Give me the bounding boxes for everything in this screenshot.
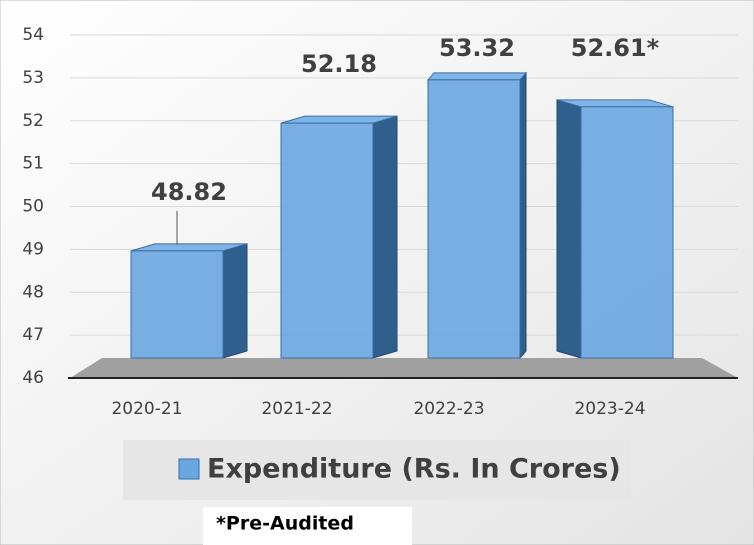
bar-top <box>426 72 528 81</box>
x-tick-label: 2021-22 <box>261 399 332 419</box>
bar-front <box>280 122 374 359</box>
y-tick-label: 54 <box>22 25 44 45</box>
legend-label: Expenditure (Rs. In Crores) <box>207 454 621 485</box>
value-label: 53.32 <box>439 34 515 62</box>
y-tick-label: 50 <box>22 197 44 217</box>
value-label: 52.18 <box>301 50 377 78</box>
y-tick-label: 51 <box>22 154 44 174</box>
note: *Pre-Audited <box>216 513 354 535</box>
y-tick-label: 52 <box>22 111 44 131</box>
y-tick-label: 47 <box>22 325 44 345</box>
legend-box <box>123 440 630 500</box>
bar-front <box>130 250 224 359</box>
legend-swatch <box>178 458 200 480</box>
floor <box>70 358 738 378</box>
x-tick-label: 2022-23 <box>413 399 484 419</box>
bar-side <box>519 71 527 360</box>
bar <box>280 115 398 359</box>
y-tick-label: 49 <box>22 239 44 259</box>
bar-side <box>556 99 582 359</box>
bar-front <box>580 106 674 359</box>
y-tick-label: 46 <box>22 368 44 388</box>
y-tick-label: 53 <box>22 68 44 88</box>
value-label: 48.82 <box>151 178 227 206</box>
bar-front <box>427 79 521 359</box>
bar-side <box>222 243 248 359</box>
x-tick-label: 2020-21 <box>111 399 182 419</box>
y-tick-label: 48 <box>22 282 44 302</box>
x-tick-label: 2023-24 <box>574 399 645 419</box>
bar-side <box>372 115 398 359</box>
value-label: 52.61* <box>571 34 660 62</box>
note-box <box>203 507 412 545</box>
bar <box>426 71 528 360</box>
bar <box>556 99 674 359</box>
bar <box>130 243 248 359</box>
